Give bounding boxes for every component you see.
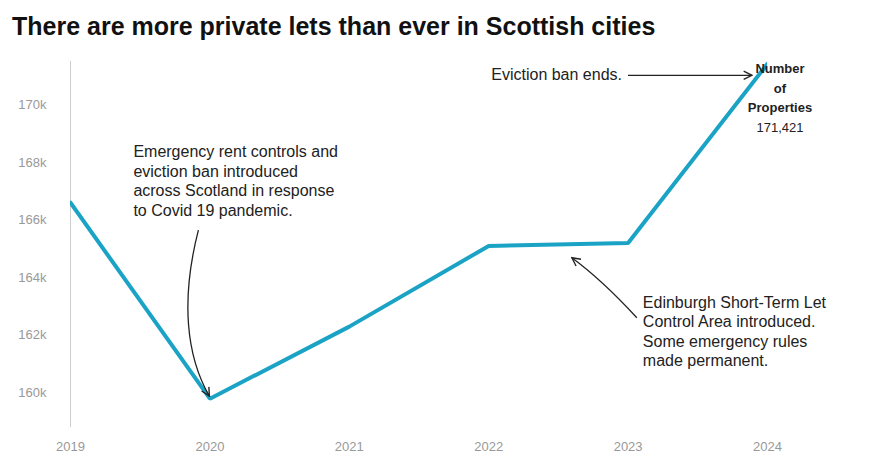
svg-text:171,421: 171,421: [757, 120, 804, 135]
svg-text:168k: 168k: [18, 155, 47, 170]
svg-text:2020: 2020: [195, 439, 224, 454]
svg-text:2023: 2023: [614, 439, 643, 454]
svg-text:Eviction ban ends.: Eviction ban ends.: [491, 66, 622, 83]
svg-text:Emergency rent controls andevi: Emergency rent controls andeviction ban …: [133, 143, 338, 219]
svg-text:of: of: [774, 81, 787, 96]
html-text:There are more private lets th: There are more private lets than ever in…: [12, 12, 656, 40]
svg-text:162k: 162k: [18, 327, 47, 342]
svg-text:Number: Number: [755, 61, 804, 76]
svg-text:Properties: Properties: [748, 100, 812, 115]
svg-text:166k: 166k: [18, 212, 47, 227]
svg-text:2021: 2021: [335, 439, 364, 454]
svg-text:160k: 160k: [18, 385, 47, 400]
svg-text:Edinburgh Short-Term LetContro: Edinburgh Short-Term LetControl Area int…: [643, 294, 827, 370]
svg-text:2019: 2019: [56, 439, 85, 454]
svg-text:2022: 2022: [474, 439, 503, 454]
svg-text:2024: 2024: [753, 439, 782, 454]
svg-text:170k: 170k: [18, 97, 47, 112]
svg-text:164k: 164k: [18, 270, 47, 285]
